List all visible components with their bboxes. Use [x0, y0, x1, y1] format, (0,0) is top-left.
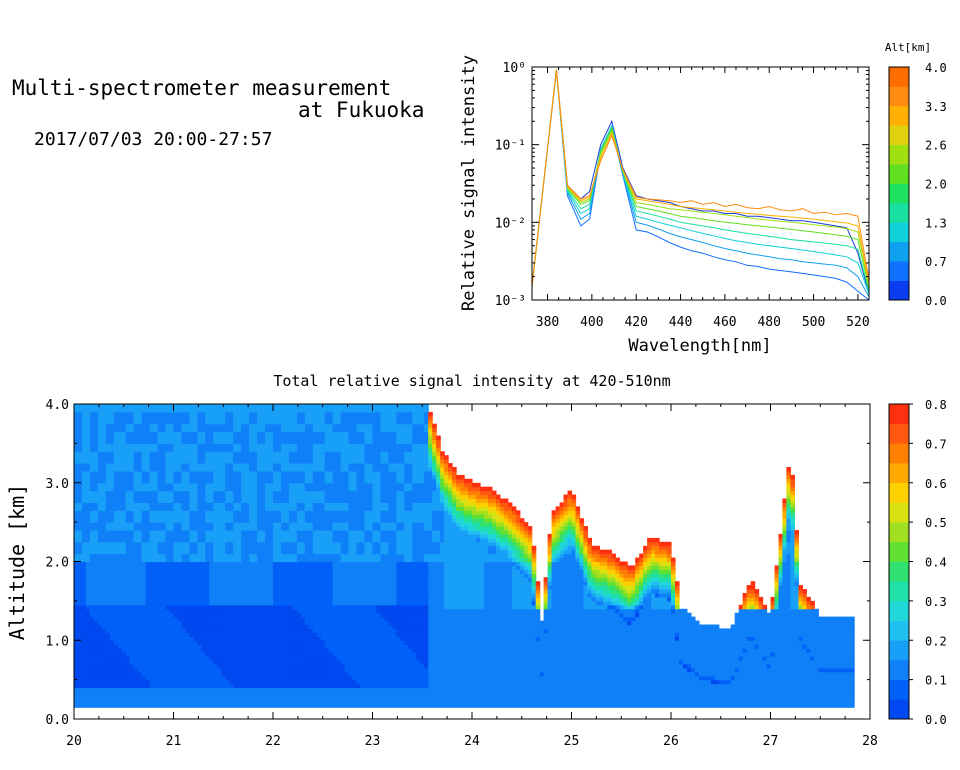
- altitude-colorbar-label: 2.0: [925, 178, 947, 192]
- spectrum-ytick-label: 10⁻¹: [495, 139, 526, 154]
- altitude-colorbar-swatch: [889, 241, 909, 262]
- altitude-colorbar-label: 0.0: [925, 294, 947, 308]
- altitude-colorbar-label: 4.0: [925, 61, 947, 75]
- spectrum-line-alt-2: [532, 69, 869, 289]
- altitude-colorbar-swatch: [889, 144, 909, 165]
- spectrum-xtick-label: 380: [536, 315, 559, 330]
- spectrum-line-alt-3.8: [532, 69, 869, 287]
- altitude-colorbar-swatch: [889, 261, 909, 281]
- spectrum-line-alt-0.4: [532, 70, 869, 300]
- spectrum-ytick-label: 10⁻³: [495, 294, 526, 309]
- altitude-colorbar-swatch: [889, 67, 909, 87]
- altitude-colorbar-label: 1.3: [925, 216, 947, 230]
- altitude-colorbar-swatch: [889, 86, 909, 107]
- spectrum-ylabel: Relative signal intensity: [459, 55, 479, 311]
- spectrum-xtick-label: 480: [757, 315, 780, 330]
- spectrum-line-alt-2.6: [532, 69, 869, 287]
- altitude-colorbar-swatch: [889, 222, 909, 243]
- altitude-colorbar-swatch: [889, 105, 909, 126]
- altitude-colorbar-swatch: [889, 280, 909, 301]
- altitude-colorbar-label: 3.3: [925, 100, 947, 114]
- spectrum-xtick-label: 520: [846, 315, 869, 330]
- spectrum-line-alt-1.6: [532, 69, 869, 292]
- spectrum-ytick-label: 10⁻²: [495, 216, 526, 231]
- spectrum-xtick-label: 460: [713, 315, 736, 330]
- altitude-colorbar-label: 2.6: [925, 139, 947, 153]
- altitude-colorbar-swatch: [889, 125, 909, 145]
- spectrum-xtick-label: 420: [624, 315, 647, 330]
- spectrum-line-alt-0.1: [532, 69, 869, 295]
- altitude-colorbar-title: Alt[km]: [885, 41, 931, 54]
- spectrum-line-alt-0.8: [532, 70, 869, 298]
- altitude-colorbar-swatch: [889, 183, 909, 204]
- altitude-colorbar-swatch: [889, 202, 909, 223]
- spectrum-xlabel: Wavelength[nm]: [628, 336, 771, 356]
- spectrum-xtick-label: 440: [669, 315, 692, 330]
- altitude-colorbar-swatch: [889, 164, 909, 184]
- spectrum-xtick-label: 500: [802, 315, 825, 330]
- spectrum-ytick-label: 10⁰: [503, 61, 526, 76]
- spectrum-xtick-label: 400: [580, 315, 603, 330]
- spectrum-line-alt-3.3: [532, 69, 869, 287]
- spectrum-line-alt-1.2: [532, 69, 869, 295]
- altitude-colorbar-label: 0.7: [925, 255, 947, 269]
